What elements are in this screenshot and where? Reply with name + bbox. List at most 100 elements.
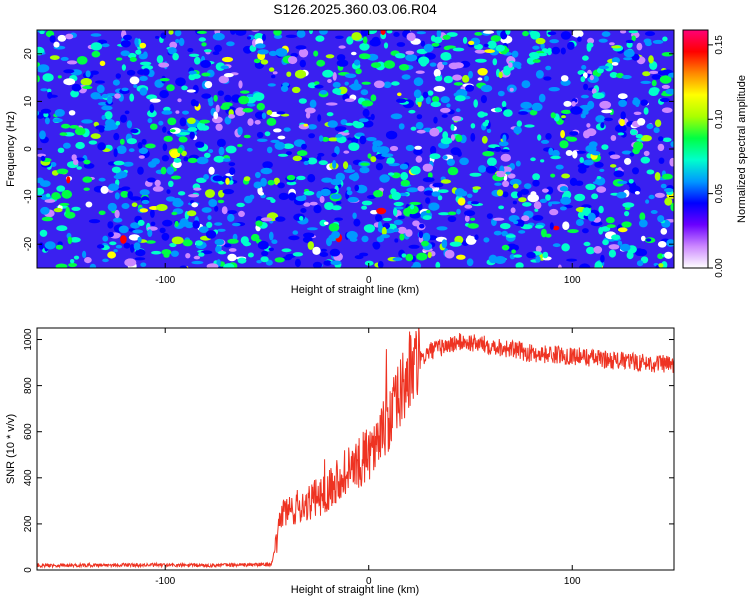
heatmap-cell xyxy=(88,219,101,224)
heatmap-cell xyxy=(638,219,648,228)
heatmap-cell xyxy=(457,197,466,206)
heatmap-cell xyxy=(422,215,432,221)
heatmap-cell xyxy=(406,187,419,193)
heatmap-cell xyxy=(380,234,390,239)
heatmap-cell xyxy=(480,84,493,93)
heatmap-cell xyxy=(580,76,586,83)
heatmap-cell xyxy=(417,203,423,211)
heatmap-cell xyxy=(358,53,371,60)
heatmap-cell xyxy=(492,217,505,221)
heatmap-cell xyxy=(214,44,222,53)
heatmap-cell xyxy=(137,166,144,175)
heatmap-cell xyxy=(258,191,264,196)
heatmap-cell xyxy=(594,261,603,268)
heatmap-cell xyxy=(286,71,292,77)
heatmap-cell xyxy=(662,173,673,180)
heatmap-cell xyxy=(114,192,120,200)
heatmap-cell xyxy=(273,30,282,36)
heatmap-cell xyxy=(236,202,245,208)
heatmap-cell xyxy=(44,117,50,125)
heatmap-cell xyxy=(636,260,644,267)
heatmap-cell xyxy=(547,31,557,36)
heatmap-cell xyxy=(276,111,286,115)
heatmap-cell xyxy=(55,244,64,250)
heatmap-cell xyxy=(505,30,511,35)
heatmap-cell xyxy=(191,73,201,79)
heatmap-cell xyxy=(90,133,101,139)
heatmap-cell xyxy=(605,216,615,224)
heatmap-cell xyxy=(147,109,157,118)
heatmap-cell xyxy=(372,242,377,248)
heatmap-cell xyxy=(113,217,123,223)
y-tick-label: 400 xyxy=(23,469,34,486)
colorbar: 0.00 0.05 0.10 0.15 Normalized spectral amp… xyxy=(682,29,748,278)
heatmap-cell xyxy=(317,114,322,122)
heatmap-cell xyxy=(595,176,606,186)
heatmap-cell xyxy=(541,228,547,238)
heatmap-cell xyxy=(141,65,154,70)
colorbar-scale xyxy=(682,29,709,269)
heatmap-cell xyxy=(260,59,269,65)
heatmap-cell xyxy=(194,56,201,65)
heatmap-cell xyxy=(506,243,518,252)
heatmap-cell xyxy=(54,109,65,117)
heatmap-cell xyxy=(141,138,147,145)
heatmap-cell xyxy=(555,164,564,170)
heatmap-cell xyxy=(327,79,332,83)
heatmap-cell xyxy=(204,152,211,158)
heatmap-cell xyxy=(583,83,589,91)
heatmap-cell xyxy=(645,199,650,204)
heatmap-cell xyxy=(552,243,561,248)
heatmap-cell xyxy=(63,78,76,86)
heatmap-cell xyxy=(401,253,407,258)
heatmap-cell xyxy=(303,202,311,207)
heatmap-cell xyxy=(330,193,342,200)
heatmap-cell xyxy=(362,108,370,118)
heatmap-cell xyxy=(500,149,510,153)
heatmap-cell xyxy=(116,171,128,179)
heatmap-cell xyxy=(466,258,474,267)
heatmap-cell xyxy=(609,72,618,78)
heatmap-cell xyxy=(511,249,516,254)
heatmap-cell xyxy=(117,187,129,191)
heatmap-cell xyxy=(119,138,125,145)
heatmap-cell xyxy=(405,50,415,55)
heatmap-cell xyxy=(422,91,429,99)
heatmap-cell xyxy=(293,213,305,221)
heatmap-cell xyxy=(123,161,134,167)
heatmap-cell xyxy=(37,75,40,83)
heatmap-cell xyxy=(105,118,115,128)
heatmap-cell xyxy=(114,209,120,219)
colorbar-tick-label: 0.05 xyxy=(714,183,725,203)
heatmap-cell xyxy=(646,123,654,130)
heatmap-cell xyxy=(102,258,109,263)
heatmap-cell xyxy=(286,181,297,186)
heatmap-cell xyxy=(486,157,497,167)
heatmap-cell xyxy=(376,207,387,215)
heatmap-cell xyxy=(69,237,81,243)
heatmap-cell xyxy=(298,48,309,58)
heatmap-cells xyxy=(37,30,674,268)
heatmap-cell xyxy=(325,54,335,59)
heatmap-cell xyxy=(299,59,306,68)
heatmap-cell xyxy=(127,191,133,199)
heatmap-cell xyxy=(559,206,567,211)
heatmap-cell xyxy=(227,253,237,262)
heatmap-cell xyxy=(401,74,411,80)
heatmap-cell xyxy=(154,179,161,187)
heatmap-cell xyxy=(648,55,654,64)
heatmap-cell xyxy=(545,233,552,238)
heatmap-cell xyxy=(217,199,225,204)
heatmap-cell xyxy=(312,261,323,268)
heatmap-cell xyxy=(379,174,390,183)
snr-x-axis-label: Height of straight line (km) xyxy=(291,584,419,596)
heatmap-cell xyxy=(517,191,523,198)
heatmap-cell xyxy=(432,182,444,188)
heatmap-cell xyxy=(585,183,596,190)
heatmap-cell xyxy=(452,115,462,122)
heatmap-cell xyxy=(262,161,272,166)
heatmap-cell xyxy=(217,228,226,232)
heatmap-cell xyxy=(167,47,177,55)
heatmap-cell xyxy=(583,241,591,247)
heatmap-cell xyxy=(654,172,661,181)
